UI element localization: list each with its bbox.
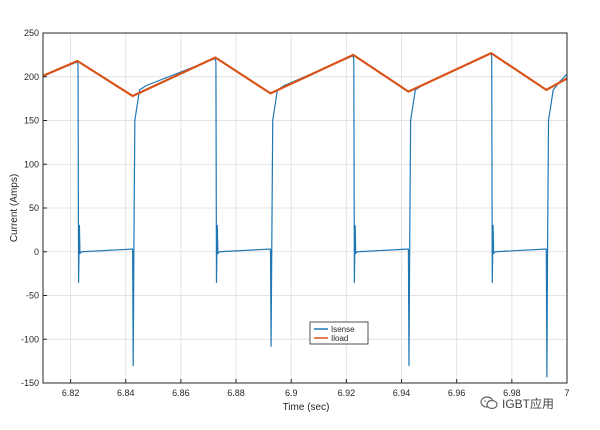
x-tick-label: 6.98 <box>503 388 521 398</box>
watermark: IGBT应用 <box>480 392 554 414</box>
x-tick-label: 6.82 <box>62 388 80 398</box>
watermark-text: IGBT应用 <box>502 396 555 411</box>
x-axis-title: Time (sec) <box>283 402 330 413</box>
x-tick-label: 6.84 <box>117 388 135 398</box>
x-tick-label: 7 <box>564 388 569 398</box>
wechat-logo-icon <box>480 396 498 410</box>
y-axis: -150 -100 -50 0 50 100 150 200 250 <box>21 28 47 388</box>
x-tick-label: 6.96 <box>448 388 466 398</box>
legend-label: Iload <box>331 334 348 343</box>
y-tick-label: -100 <box>21 334 39 344</box>
y-tick-label: -50 <box>26 291 39 301</box>
y-tick-label: 150 <box>24 116 39 126</box>
y-tick-label: -150 <box>21 378 39 388</box>
y-axis-title: Current (Amps) <box>9 174 20 242</box>
x-tick-label: 6.86 <box>172 388 190 398</box>
y-tick-label: 200 <box>24 72 39 82</box>
series-line-iload <box>43 52 567 98</box>
x-tick-label: 6.94 <box>393 388 411 398</box>
x-tick-label: 6.88 <box>227 388 245 398</box>
series-line-isense <box>43 52 567 378</box>
x-axis: 6.82 6.84 6.86 6.88 6.9 6.92 6.94 6.96 6.98 7 <box>62 379 570 398</box>
grid <box>43 32 568 384</box>
y-tick-label: 100 <box>24 159 39 169</box>
legend-label: Isense <box>331 325 355 334</box>
y-tick-label: 0 <box>34 247 39 257</box>
y-tick-label: 50 <box>29 203 39 213</box>
x-tick-label: 6.9 <box>285 388 298 398</box>
x-tick-label: 6.92 <box>338 388 356 398</box>
y-tick-label: 250 <box>24 28 39 38</box>
series-layer <box>43 52 567 378</box>
